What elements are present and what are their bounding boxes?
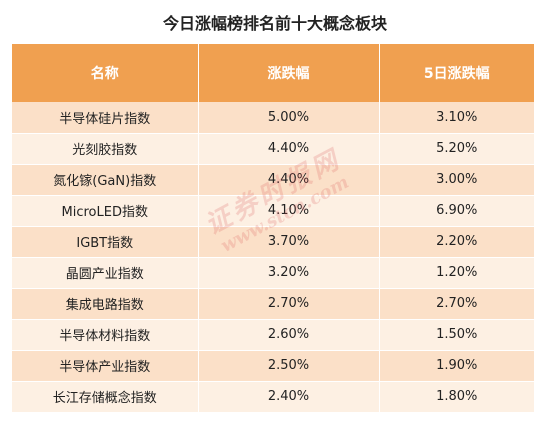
cell-name: 集成电路指数 (12, 288, 199, 320)
cell-5day-change: 6.90% (379, 195, 534, 227)
cell-name: 光刻胶指数 (12, 133, 199, 165)
table-row: 光刻胶指数 4.40% 5.20% (12, 133, 534, 165)
cell-name: 氮化镓(GaN)指数 (12, 164, 199, 196)
cell-change: 4.40% (198, 164, 380, 196)
table-row: 氮化镓(GaN)指数 4.40% 3.00% (12, 164, 534, 196)
table-row: 集成电路指数 2.70% 2.70% (12, 288, 534, 320)
table-row: 长江存储概念指数 2.40% 1.80% (12, 381, 534, 413)
cell-name: 晶圆产业指数 (12, 257, 199, 289)
cell-change: 4.10% (198, 195, 380, 227)
page-title: 今日涨幅榜排名前十大概念板块 (162, 14, 387, 33)
cell-name: 长江存储概念指数 (12, 381, 199, 413)
cell-name: 半导体材料指数 (12, 319, 199, 351)
cell-change: 3.70% (198, 226, 380, 258)
cell-name: 半导体硅片指数 (12, 102, 199, 134)
ranking-table: 名称 涨跌幅 5日涨跌幅 半导体硅片指数 5.00% 3.10% 光刻胶指数 4… (12, 44, 534, 413)
table-row: 晶圆产业指数 3.20% 1.20% (12, 257, 534, 289)
cell-5day-change: 1.90% (379, 350, 534, 382)
cell-5day-change: 1.50% (379, 319, 534, 351)
cell-change: 2.60% (198, 319, 380, 351)
cell-change: 4.40% (198, 133, 380, 165)
cell-change: 3.20% (198, 257, 380, 289)
column-header-name: 名称 (12, 44, 199, 102)
cell-5day-change: 1.20% (379, 257, 534, 289)
cell-5day-change: 3.00% (379, 164, 534, 196)
table-header-row: 名称 涨跌幅 5日涨跌幅 (12, 44, 534, 102)
cell-change: 5.00% (198, 102, 380, 134)
cell-name: 半导体产业指数 (12, 350, 199, 382)
table-row: IGBT指数 3.70% 2.20% (12, 226, 534, 258)
cell-5day-change: 1.80% (379, 381, 534, 413)
cell-change: 2.40% (198, 381, 380, 413)
cell-name: MicroLED指数 (12, 195, 199, 227)
cell-change: 2.70% (198, 288, 380, 320)
cell-5day-change: 2.70% (379, 288, 534, 320)
table-row: 半导体材料指数 2.60% 1.50% (12, 319, 534, 351)
cell-5day-change: 2.20% (379, 226, 534, 258)
column-header-5day-change: 5日涨跌幅 (379, 44, 534, 102)
table-row: 半导体产业指数 2.50% 1.90% (12, 350, 534, 382)
cell-5day-change: 3.10% (379, 102, 534, 134)
cell-change: 2.50% (198, 350, 380, 382)
cell-5day-change: 5.20% (379, 133, 534, 165)
column-header-change: 涨跌幅 (198, 44, 380, 102)
table-row: 半导体硅片指数 5.00% 3.10% (12, 102, 534, 134)
table-row: MicroLED指数 4.10% 6.90% (12, 195, 534, 227)
cell-name: IGBT指数 (12, 226, 199, 258)
